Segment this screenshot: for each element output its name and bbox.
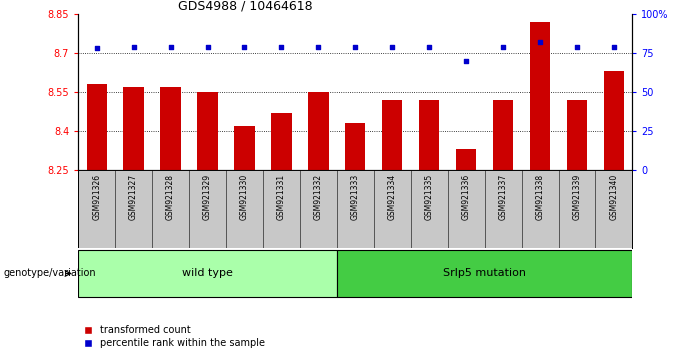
Point <box>276 44 287 50</box>
Bar <box>567 100 587 170</box>
Bar <box>160 87 181 170</box>
Text: GSM921333: GSM921333 <box>351 174 360 220</box>
Point <box>571 44 582 50</box>
Text: GSM921332: GSM921332 <box>314 174 323 220</box>
Point <box>91 46 102 51</box>
Point <box>239 44 250 50</box>
Bar <box>604 71 624 170</box>
Bar <box>271 113 292 170</box>
Point <box>128 44 139 50</box>
Bar <box>382 100 403 170</box>
Text: GSM921340: GSM921340 <box>609 174 618 220</box>
Bar <box>419 100 439 170</box>
Text: GSM921339: GSM921339 <box>573 174 581 220</box>
Text: GSM921328: GSM921328 <box>166 174 175 220</box>
Point <box>202 44 213 50</box>
Point <box>498 44 509 50</box>
Text: GSM921338: GSM921338 <box>536 174 545 220</box>
Point <box>350 44 360 50</box>
Point <box>534 39 545 45</box>
Text: GSM921335: GSM921335 <box>425 174 434 220</box>
Bar <box>235 126 254 170</box>
Bar <box>308 92 328 170</box>
Legend: transformed count, percentile rank within the sample: transformed count, percentile rank withi… <box>83 324 266 349</box>
Text: GSM921330: GSM921330 <box>240 174 249 220</box>
Text: GSM921337: GSM921337 <box>498 174 507 220</box>
Point <box>387 44 398 50</box>
Bar <box>345 123 365 170</box>
Bar <box>197 92 218 170</box>
Bar <box>337 250 632 297</box>
Point <box>165 44 176 50</box>
Bar <box>86 84 107 170</box>
Text: GDS4988 / 10464618: GDS4988 / 10464618 <box>178 0 313 13</box>
Bar <box>124 87 143 170</box>
Text: GSM921329: GSM921329 <box>203 174 212 220</box>
Text: GSM921334: GSM921334 <box>388 174 396 220</box>
Point <box>424 44 435 50</box>
Bar <box>456 149 476 170</box>
Text: GSM921336: GSM921336 <box>462 174 471 220</box>
Point <box>609 44 619 50</box>
Text: GSM921331: GSM921331 <box>277 174 286 220</box>
Bar <box>78 250 337 297</box>
Text: genotype/variation: genotype/variation <box>3 268 96 279</box>
Bar <box>530 22 550 170</box>
Point <box>460 58 471 64</box>
Text: GSM921326: GSM921326 <box>92 174 101 220</box>
Text: wild type: wild type <box>182 268 233 279</box>
Text: Srlp5 mutation: Srlp5 mutation <box>443 268 526 279</box>
Text: GSM921327: GSM921327 <box>129 174 138 220</box>
Bar <box>493 100 513 170</box>
Point <box>313 44 324 50</box>
